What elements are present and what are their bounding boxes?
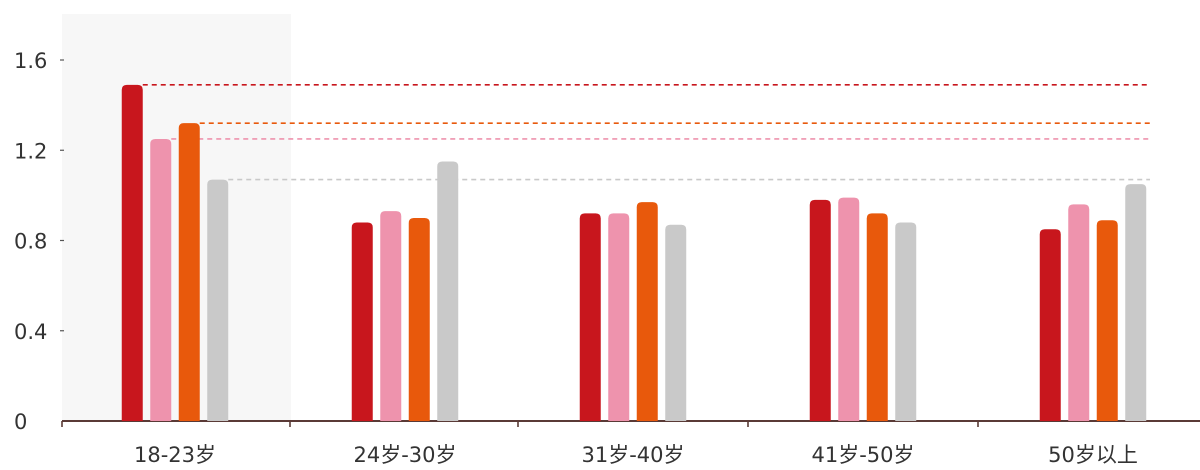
y-tick-label: 0.4 [14,320,47,344]
bar [408,217,430,421]
bar [437,161,459,421]
y-tick-label: 1.6 [14,49,47,73]
bar [1096,220,1118,421]
bar [579,213,601,421]
bar [895,222,917,421]
x-tick-label: 31岁-40岁 [581,443,684,466]
bar [1068,204,1090,421]
bar [838,197,860,421]
y-tick-label: 0 [14,410,27,434]
bar [1039,229,1061,421]
bar [866,213,888,421]
bar [809,199,831,421]
x-tick-label: 18-23岁 [134,443,216,466]
bar [121,84,143,421]
bar [351,222,373,421]
x-tick-label: 41岁-50岁 [811,443,914,466]
bar [1125,184,1147,421]
highlight-band [62,14,291,421]
y-tick-label: 1.2 [14,139,47,163]
x-tick-label: 50岁以上 [1048,443,1138,466]
y-tick-label: 0.8 [14,230,47,254]
bar [380,211,402,421]
bar [150,138,172,421]
bar [636,202,658,421]
bar [608,213,630,421]
bar [207,179,229,421]
bar [665,224,687,421]
x-tick-label: 24岁-30岁 [353,443,456,466]
bar [178,123,200,422]
